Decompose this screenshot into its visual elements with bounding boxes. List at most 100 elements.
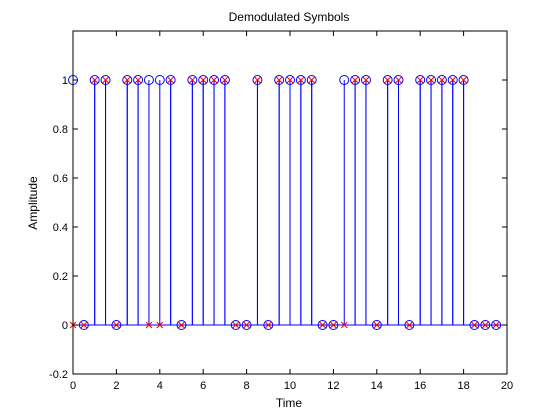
circle-marker [100, 75, 111, 85]
cross-marker [199, 76, 207, 84]
cross-marker [145, 321, 153, 329]
circle-marker [436, 75, 447, 85]
circle-marker [491, 320, 502, 330]
y-axis-title: Amplitude [26, 176, 40, 230]
x-tick-label: 2 [113, 380, 119, 392]
cross-marker [471, 321, 478, 329]
cross-marker [427, 76, 435, 84]
y-tick-label: 0 [62, 320, 68, 332]
cross-marker [221, 76, 229, 84]
circle-marker [469, 320, 480, 330]
x-tick-label: 8 [244, 380, 250, 392]
circle-marker [306, 75, 317, 85]
cross-marker [113, 321, 120, 329]
y-tick-label: 0.8 [53, 124, 68, 136]
cross-marker [188, 76, 196, 84]
cross-marker [297, 76, 305, 84]
circle-marker [230, 320, 241, 330]
cross-marker [210, 76, 218, 84]
cross-marker [330, 321, 337, 329]
circle-marker [263, 320, 274, 330]
x-axis-title: Time [276, 396, 303, 410]
cross-marker [373, 321, 381, 329]
cross-marker [449, 76, 457, 84]
circle-marker [426, 75, 437, 85]
circle-marker [415, 75, 426, 85]
cross-marker [492, 321, 500, 329]
cross-marker [319, 321, 326, 329]
y-tick-label: 0.2 [53, 271, 68, 283]
tick-labels: 0 2 4 6 8 10 12 14 16 18 20-0.200.20.40.60.81 [49, 75, 513, 392]
x-tick-label: 4 [157, 380, 163, 392]
circle-marker [382, 75, 393, 85]
x-tick-label: 12 [327, 380, 339, 392]
circle-marker [404, 320, 415, 330]
y-tick-label: 0.4 [53, 222, 68, 234]
cross-marker [308, 76, 316, 84]
circle-marker [143, 75, 154, 85]
circle-marker [328, 320, 339, 330]
circle-marker [458, 75, 469, 85]
cross-marker [438, 76, 446, 84]
cross-marker [351, 76, 359, 84]
cross-marker [481, 321, 489, 329]
circle-marker [360, 75, 371, 85]
cross-marker [91, 76, 99, 84]
stem-lines [72, 80, 507, 326]
cross-marker [102, 76, 109, 84]
circle-marker [198, 75, 209, 85]
cross-marker [286, 76, 294, 84]
x-tick-label: 18 [457, 380, 469, 392]
circle-marker [165, 75, 176, 85]
circle-marker [295, 75, 306, 85]
circle-marker [154, 75, 165, 85]
cross-marker [416, 76, 424, 84]
circle-marker [111, 320, 122, 330]
cross-marker [340, 321, 348, 329]
circle-marker [78, 320, 89, 330]
circle-marker [350, 75, 361, 85]
cross-marker [167, 76, 175, 84]
circle-marker [89, 75, 100, 85]
circle-marker [447, 75, 458, 85]
y-tick-label: 0.6 [53, 173, 68, 185]
cross-marker [405, 321, 413, 329]
circle-marker [122, 75, 133, 85]
circle-marker [176, 320, 187, 330]
x-tick-label: 20 [501, 380, 513, 392]
cross-marker [243, 321, 250, 329]
cross-marker [232, 321, 240, 329]
cross-marker [134, 76, 142, 84]
circle-marker [209, 75, 220, 85]
y-tick-label: 1 [62, 75, 68, 87]
axis-ticks [72, 31, 508, 375]
cross-marker [254, 76, 261, 84]
cross-marker [178, 321, 185, 329]
cross-marker [275, 76, 283, 84]
cross-marker [123, 76, 131, 84]
circle-marker [371, 320, 382, 330]
data-markers [68, 75, 502, 330]
cross-marker [80, 321, 88, 329]
cross-marker [156, 321, 164, 329]
cross-marker [460, 76, 467, 84]
chart-title: Demodulated Symbols [229, 10, 350, 24]
circle-marker [133, 75, 144, 85]
cross-marker [395, 76, 402, 84]
circle-marker [219, 75, 230, 85]
circle-marker [285, 75, 295, 85]
cross-marker [362, 76, 370, 84]
circle-marker [274, 75, 285, 85]
x-tick-label: 6 [200, 380, 206, 392]
x-tick-label: 16 [414, 380, 426, 392]
cross-marker [384, 76, 392, 84]
x-tick-label: 0 [70, 380, 76, 392]
x-tick-label: 14 [371, 380, 383, 392]
circle-marker [241, 320, 252, 330]
circle-marker [393, 75, 404, 85]
cross-marker [264, 321, 272, 329]
y-tick-label: -0.2 [49, 369, 68, 381]
circle-marker [339, 75, 350, 85]
x-tick-label: 10 [284, 380, 296, 392]
